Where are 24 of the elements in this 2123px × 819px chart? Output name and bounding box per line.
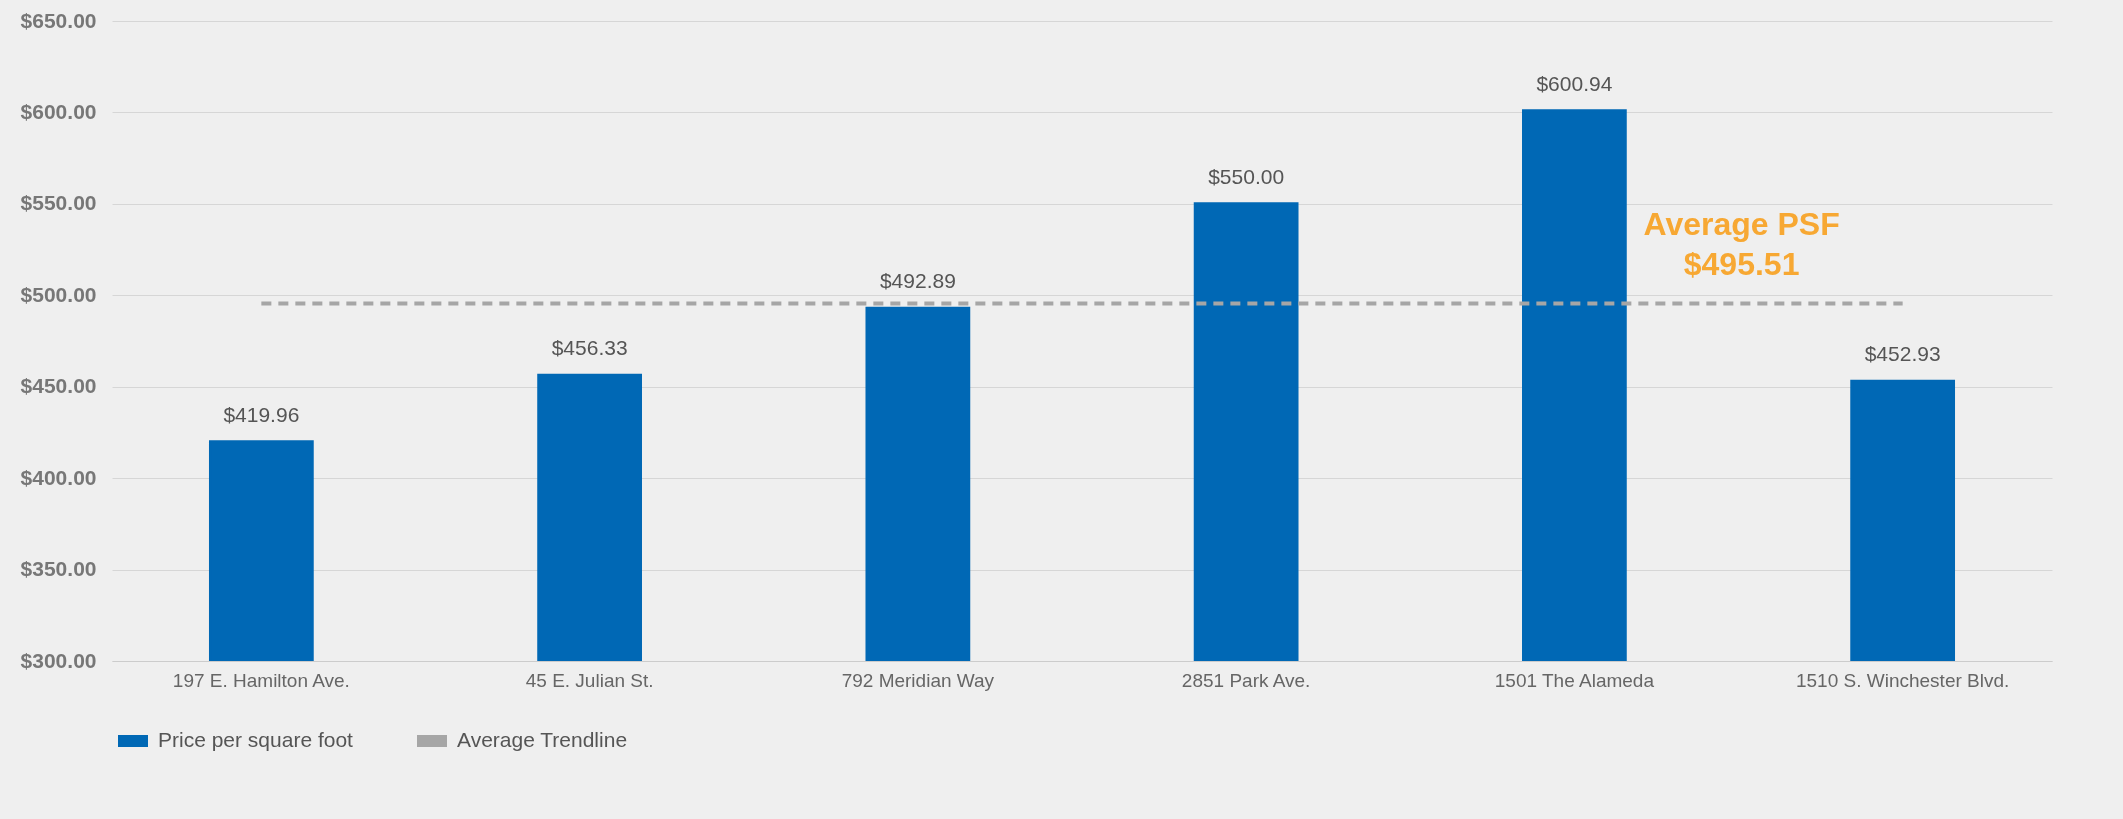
y-tick-label: $550.00 xyxy=(20,191,97,215)
x-tick-label: 2851 Park Ave. xyxy=(1181,669,1311,691)
y-tick-label: $300.00 xyxy=(20,648,97,672)
y-tick-label: $600.00 xyxy=(20,99,97,123)
y-tick-label: $450.00 xyxy=(20,374,97,398)
annotation: $495.51 xyxy=(1683,245,1800,282)
y-tick-label: $500.00 xyxy=(20,282,97,306)
legend-label: Average Trendline xyxy=(457,728,628,751)
annotation: Average PSF xyxy=(1643,205,1840,242)
y-tick-label: $350.00 xyxy=(20,557,97,581)
y-tick-label: $650.00 xyxy=(20,8,97,32)
x-tick-label: 45 E. Julian St. xyxy=(525,669,654,691)
data-label: $419.96 xyxy=(223,402,300,426)
data-label: $452.93 xyxy=(1864,342,1941,366)
y-tick-label: $400.00 xyxy=(20,465,97,489)
data-label: $550.00 xyxy=(1208,164,1285,188)
legend-label: Price per square foot xyxy=(158,728,354,751)
data-label: $456.33 xyxy=(551,336,628,360)
x-tick-label: 1510 S. Winchester Blvd. xyxy=(1795,669,2010,691)
data-label: $600.94 xyxy=(1536,71,1613,95)
x-tick-label: 1501 The Alameda xyxy=(1494,669,1655,691)
x-tick-label: 792 Meridian Way xyxy=(841,669,995,691)
data-label: $492.89 xyxy=(879,269,956,293)
x-tick-label: 197 E. Hamilton Ave. xyxy=(172,669,350,691)
